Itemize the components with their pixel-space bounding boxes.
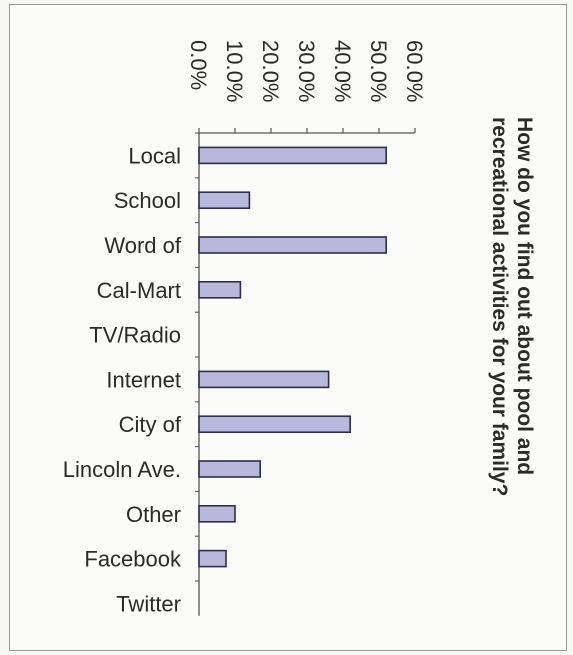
bar [198, 370, 330, 389]
value-tick-label: 50.0% [366, 40, 391, 102]
bars [198, 146, 387, 568]
chart-title-line: How do you find out about pool and [513, 117, 536, 475]
category-label: TV/Radio [89, 323, 181, 348]
category-label: Other [126, 502, 181, 527]
chart-title-line: recreational activities for your family? [488, 117, 511, 496]
category-label: Word of [104, 233, 182, 258]
category-label: School [114, 188, 181, 213]
category-label: Local [128, 143, 181, 168]
category-label: City of [119, 412, 182, 437]
category-label: Facebook [84, 547, 182, 572]
chart-title: How do you find out about pool andrecrea… [488, 117, 536, 496]
bar [198, 236, 387, 254]
value-tick-label: 10.0% [222, 40, 247, 102]
value-tick-label: 20.0% [258, 40, 283, 102]
chart-frame [9, 4, 567, 651]
value-axis-ticks: 0.0% 10.0% 20.0% 30.0% 40.0% 50.0% 60.0% [186, 40, 427, 102]
value-tick-label: 30.0% [294, 40, 319, 102]
bar [198, 415, 351, 434]
category-label: Cal-Mart [97, 278, 181, 303]
value-tick-label: 60.0% [402, 40, 427, 102]
value-tick-label: 40.0% [330, 40, 355, 102]
bar [198, 549, 227, 568]
category-label: Twitter [116, 591, 181, 616]
bar [198, 146, 387, 165]
bar [198, 504, 236, 523]
bar [198, 460, 262, 478]
category-label: Lincoln Ave. [63, 457, 181, 482]
bar [198, 191, 251, 209]
category-label: Internet [106, 367, 181, 392]
category-labels: Local School Word of Cal-Mart TV/Radio Intern… [63, 143, 182, 616]
value-tick-label: 0.0% [186, 40, 211, 90]
bar [198, 280, 242, 299]
